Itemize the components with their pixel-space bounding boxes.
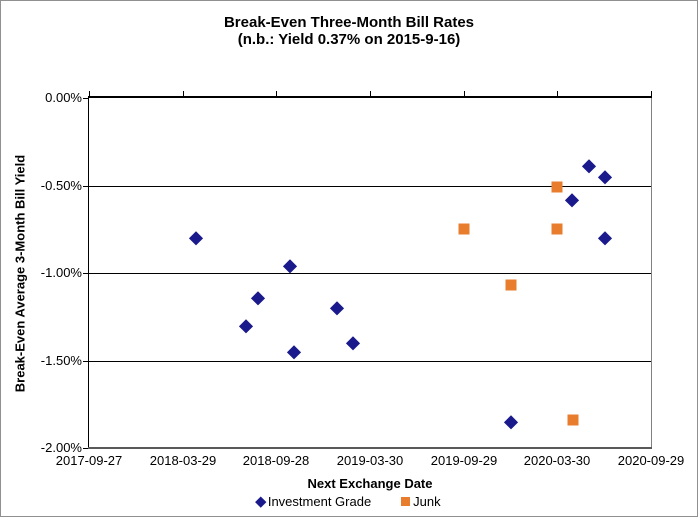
legend: Investment Grade Junk: [1, 494, 697, 509]
x-axis-tick: [464, 91, 465, 96]
data-point-investment-grade: [565, 192, 579, 207]
data-point-investment-grade: [330, 301, 344, 315]
x-tick-label: 2018-03-29: [149, 453, 217, 468]
x-axis-tick: [651, 91, 652, 96]
y-axis-tick: [83, 273, 88, 274]
data-point-junk: [551, 181, 563, 193]
chart-title-line-1: Break-Even Three-Month Bill Rates: [223, 14, 475, 31]
y-tick-label: -1.00%: [40, 265, 82, 280]
gridline: [89, 273, 651, 274]
data-point-junk: [567, 414, 579, 426]
y-axis-tick: [83, 448, 88, 449]
data-point-junk: [551, 223, 563, 235]
legend-label-investment-grade: Investment Grade: [267, 494, 372, 509]
x-tick-label: 2017-09-27: [55, 453, 123, 468]
x-tick-label: 2019-03-30: [336, 453, 404, 468]
data-point-investment-grade: [239, 318, 253, 333]
plot-border-right: [651, 98, 652, 448]
y-tick-label: -2.00%: [40, 440, 82, 455]
y-axis-line: [88, 98, 89, 448]
data-point-investment-grade: [598, 170, 612, 184]
data-point-investment-grade: [251, 290, 265, 305]
x-axis-tick: [557, 91, 558, 96]
legend-label-junk: Junk: [413, 494, 441, 509]
data-point-investment-grade: [189, 231, 203, 245]
diamond-marker-icon: [255, 496, 267, 507]
x-tick-label: 2020-03-30: [523, 453, 591, 468]
plot-border-bottom: [88, 447, 652, 449]
x-axis-title: Next Exchange Date: [307, 476, 433, 491]
x-tick-label: 2018-09-28: [242, 453, 310, 468]
chart-title-line-2: (n.b.: Yield 0.37% on 2015-9-16): [237, 31, 461, 48]
data-point-investment-grade: [504, 415, 518, 429]
y-axis-tick: [83, 361, 88, 362]
x-axis-tick: [370, 91, 371, 96]
y-axis-tick: [83, 186, 88, 187]
data-point-investment-grade: [287, 345, 301, 359]
chart-title: Break-Even Three-Month Bill Rates (n.b.:…: [1, 14, 697, 48]
x-tick-label: 2019-09-29: [430, 453, 498, 468]
data-point-investment-grade: [283, 259, 297, 273]
gridline: [89, 186, 651, 187]
data-point-investment-grade: [346, 336, 360, 350]
legend-item-investment-grade: Investment Grade: [255, 494, 372, 509]
data-point-junk: [458, 223, 470, 235]
y-tick-label: -1.50%: [40, 353, 82, 368]
y-axis-tick: [83, 98, 88, 99]
x-category-axis-line: [88, 96, 652, 98]
legend-item-junk: Junk: [401, 494, 441, 509]
data-point-investment-grade: [598, 231, 612, 245]
square-marker-icon: [401, 497, 411, 506]
x-axis-tick: [276, 91, 277, 96]
y-tick-label: -0.50%: [40, 178, 82, 193]
gridline: [89, 361, 651, 362]
y-tick-label: 0.00%: [45, 90, 82, 105]
x-tick-label: 2020-09-29: [617, 453, 685, 468]
x-axis-tick: [89, 91, 90, 96]
data-point-investment-grade: [582, 159, 596, 173]
data-point-junk: [505, 279, 517, 291]
x-axis-tick: [183, 91, 184, 96]
